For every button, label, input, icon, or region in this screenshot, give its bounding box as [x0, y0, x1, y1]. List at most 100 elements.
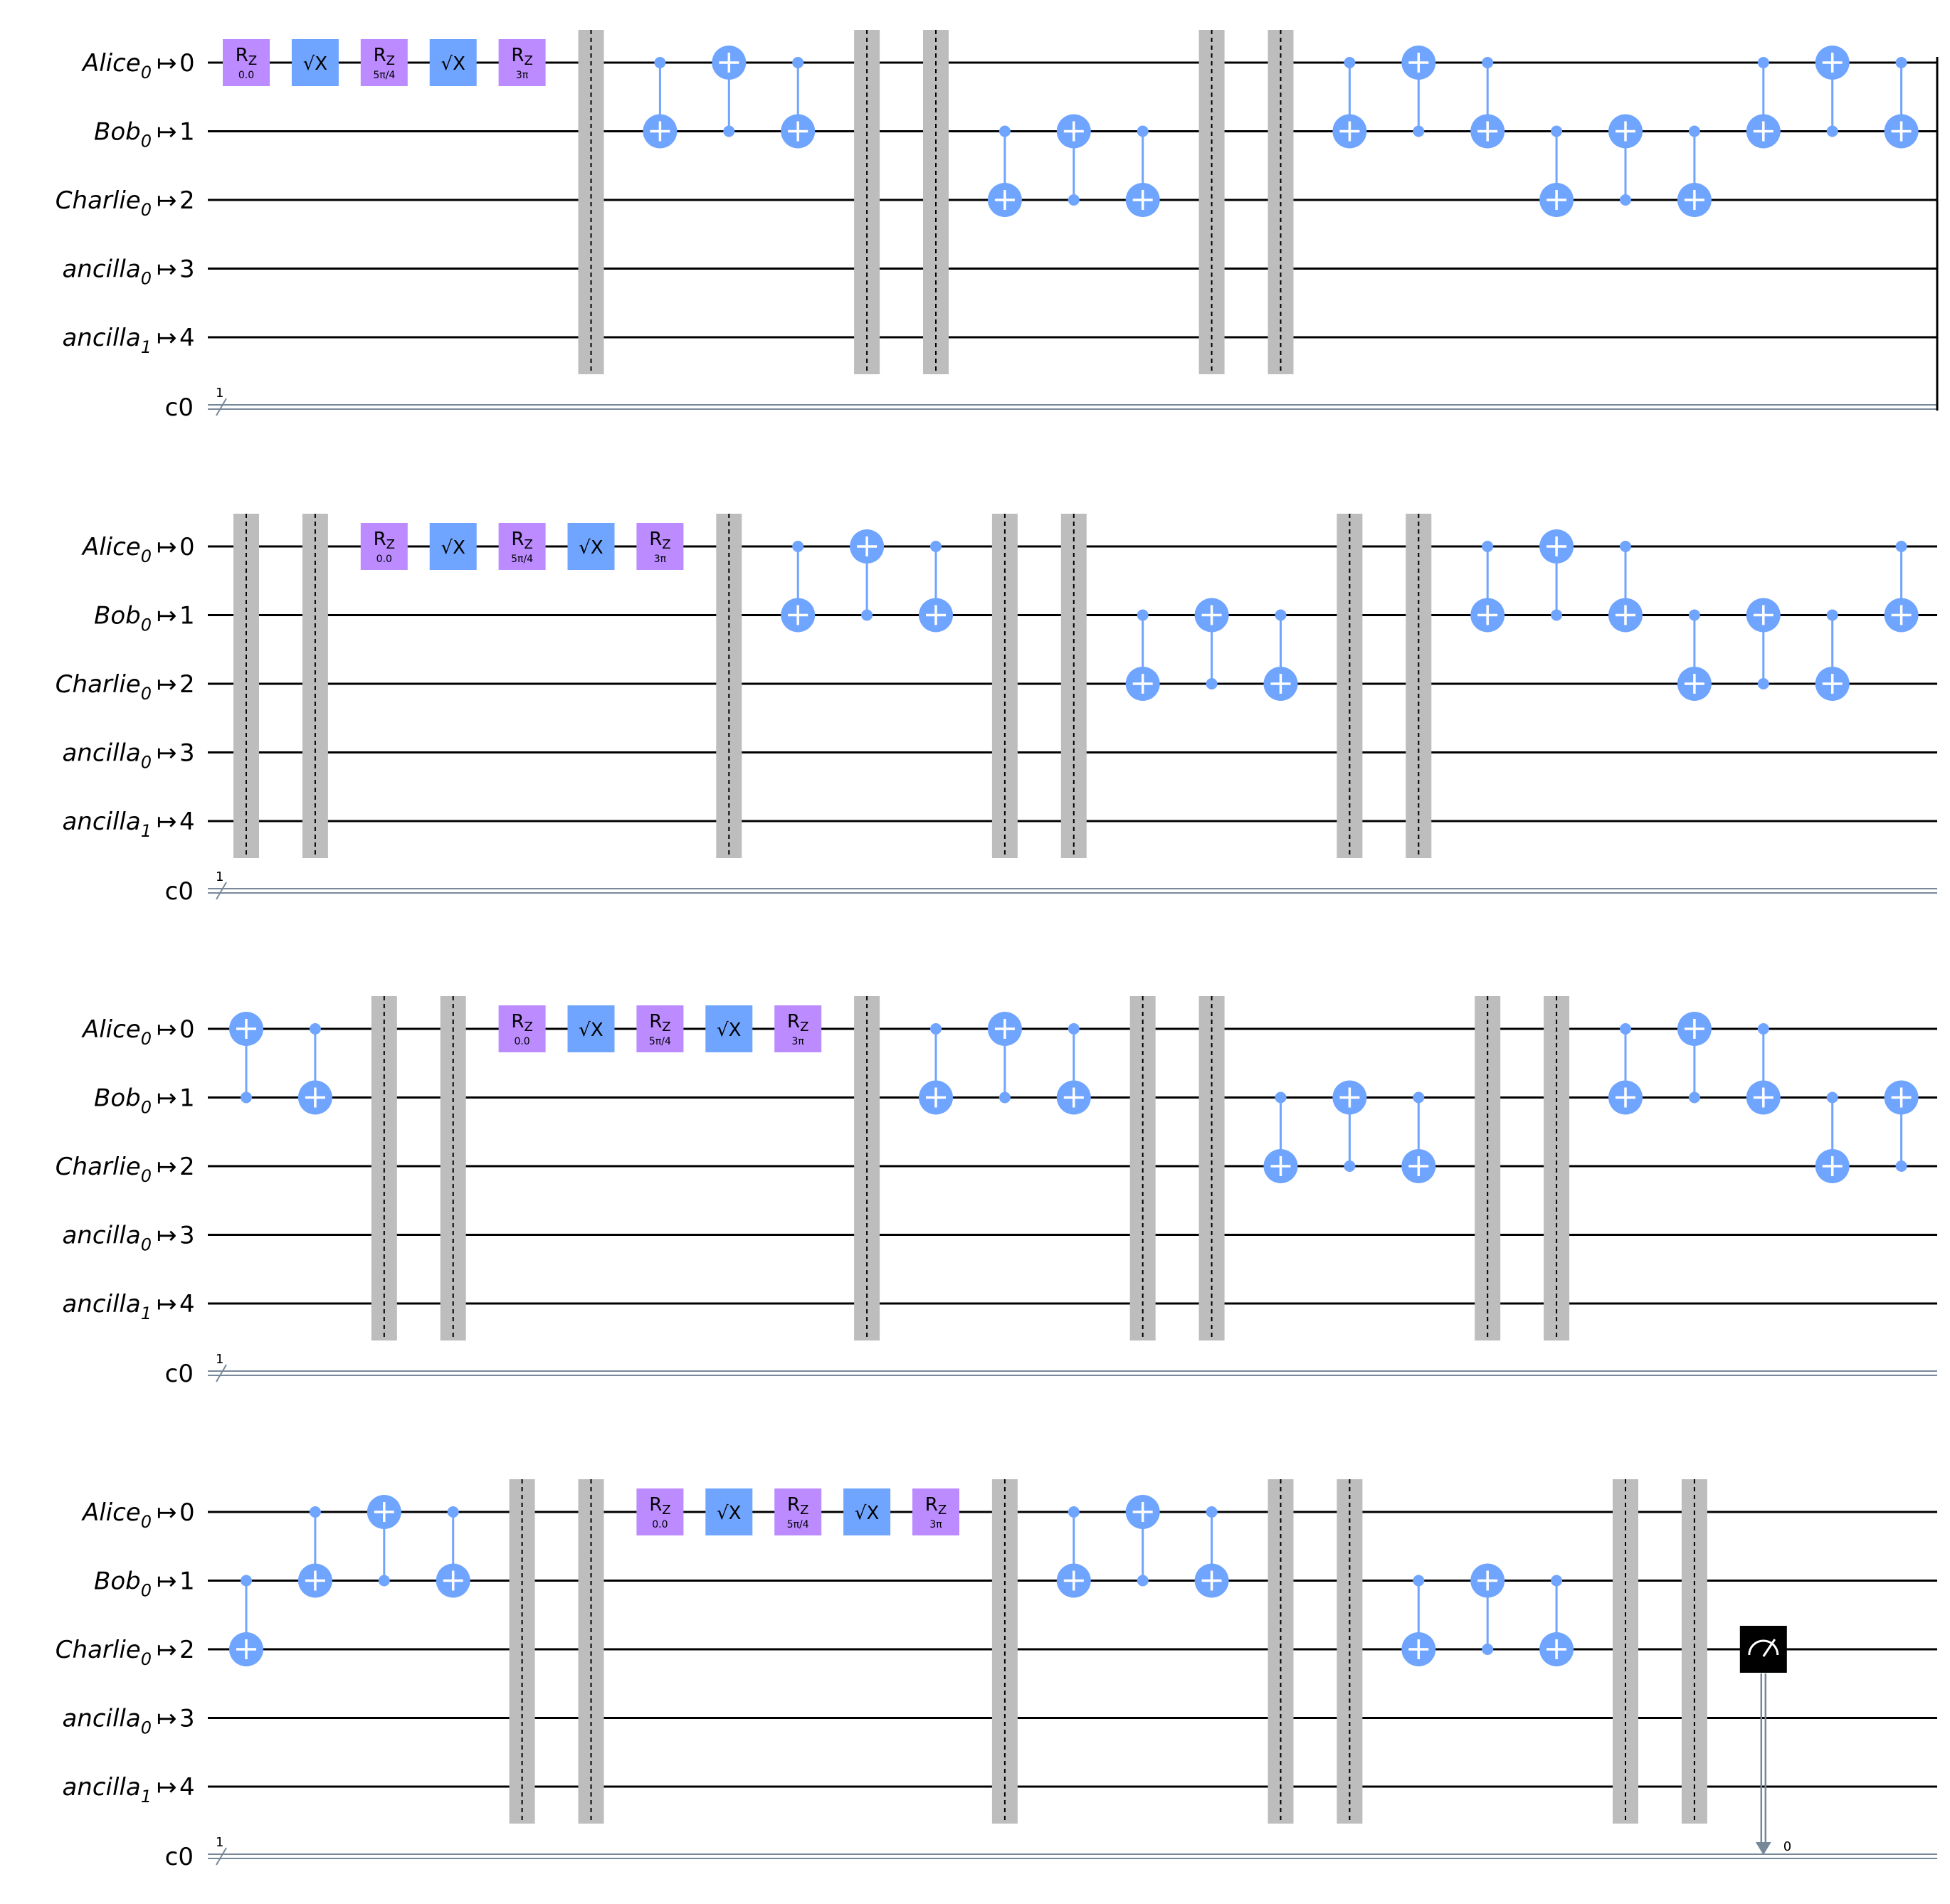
cnot-control-dot — [998, 125, 1011, 137]
rz-gate — [498, 1005, 546, 1052]
cnot-control-dot — [241, 1091, 252, 1104]
rz-gate-label: RZ — [649, 1011, 670, 1035]
wire-label: ancilla1 — [62, 808, 152, 841]
register-slash — [216, 398, 227, 416]
wire-label: ancilla0 — [62, 255, 152, 289]
rz-gate-param: 0.0 — [652, 1519, 668, 1530]
mapsto-arrow: ↦ — [157, 1015, 177, 1044]
cnot-control-dot — [1688, 1091, 1700, 1104]
sx-gate-label: √X — [303, 53, 327, 75]
mapsto-arrow: ↦ — [157, 670, 177, 699]
wire-index: 0 — [179, 533, 195, 561]
rz-gate — [774, 1488, 822, 1535]
classical-register-label: c0 — [165, 1360, 194, 1388]
meter-icon — [1748, 1639, 1779, 1656]
wire-index: 4 — [179, 1290, 195, 1318]
sx-gate-label: √X — [441, 537, 465, 559]
wire-index: 0 — [179, 1015, 195, 1044]
rz-gate-label: RZ — [511, 529, 532, 552]
cnot-control-dot — [1413, 1091, 1425, 1104]
classical-register-label: c0 — [165, 1843, 194, 1871]
classical-register-label: c0 — [165, 393, 194, 422]
rz-gate-label: RZ — [925, 1494, 947, 1518]
rz-gate-label: RZ — [511, 45, 532, 68]
sx-gate-label: √X — [717, 1020, 741, 1041]
wire-index: 3 — [179, 1705, 195, 1733]
wire-index: 3 — [179, 1222, 195, 1250]
rz-gate — [636, 1488, 684, 1535]
cnot-control-dot — [1482, 1644, 1494, 1655]
cnot-control-dot — [1206, 678, 1218, 689]
cnot-control-dot — [1137, 609, 1149, 621]
sx-gate — [843, 1488, 891, 1535]
register-width-label: 1 — [216, 869, 223, 884]
mapsto-arrow: ↦ — [157, 1773, 177, 1802]
wire-index: 1 — [179, 118, 195, 147]
cnot-control-dot — [1620, 194, 1631, 206]
mapsto-arrow: ↦ — [157, 1498, 177, 1527]
rz-gate — [636, 523, 684, 570]
sx-gate-label: √X — [441, 53, 465, 75]
rz-gate-label: RZ — [787, 1011, 808, 1035]
wire-label: Alice0 — [81, 1498, 152, 1532]
cnot-control-dot — [1344, 1160, 1356, 1172]
mapsto-arrow: ↦ — [157, 1567, 177, 1596]
cnot-control-dot — [1206, 1506, 1218, 1518]
register-width-label: 1 — [216, 386, 223, 401]
sx-gate-label: √X — [855, 1503, 879, 1524]
cnot-control-dot — [1068, 1023, 1080, 1035]
register-width-label: 1 — [216, 1835, 223, 1850]
cnot-control-dot — [1551, 125, 1563, 137]
wire-label: Charlie0 — [56, 670, 152, 704]
sx-gate-label: √X — [579, 537, 603, 559]
wire-label: Bob0 — [94, 118, 152, 152]
mapsto-arrow: ↦ — [157, 118, 177, 147]
mapsto-arrow: ↦ — [157, 808, 177, 836]
cnot-control-dot — [1826, 609, 1838, 621]
register-width-label: 1 — [216, 1352, 223, 1367]
rz-gate-label: RZ — [374, 529, 395, 552]
register-slash — [216, 1364, 227, 1382]
wire-label: ancilla0 — [62, 1222, 152, 1255]
cnot-control-dot — [447, 1506, 459, 1518]
wire-index: 4 — [179, 1773, 195, 1802]
cnot-control-dot — [1482, 57, 1494, 68]
cnot-control-dot — [930, 1023, 942, 1035]
rz-gate-label: RZ — [649, 529, 670, 552]
cnot-control-dot — [1826, 1091, 1838, 1104]
cnot-control-dot — [1344, 57, 1356, 68]
cnot-control-dot — [1620, 1023, 1631, 1035]
cnot-control-dot — [998, 1091, 1011, 1104]
cnot-control-dot — [654, 57, 666, 68]
register-slash — [216, 1847, 227, 1866]
mapsto-arrow: ↦ — [157, 1290, 177, 1318]
wire-index: 3 — [179, 255, 195, 284]
cnot-control-dot — [1137, 1575, 1149, 1587]
cnot-control-dot — [1551, 609, 1563, 621]
wire-index: 4 — [179, 808, 195, 836]
cnot-control-dot — [1482, 541, 1494, 552]
cnot-control-dot — [309, 1023, 321, 1035]
cnot-control-dot — [1895, 57, 1907, 68]
mapsto-arrow: ↦ — [157, 602, 177, 630]
wire-label: Alice0 — [81, 49, 152, 83]
cnot-control-dot — [241, 1575, 252, 1587]
rz-gate-label: RZ — [649, 1494, 670, 1518]
measure-arrow — [1755, 1842, 1771, 1855]
sx-gate — [705, 1488, 753, 1535]
mapsto-arrow: ↦ — [157, 533, 177, 561]
cnot-control-dot — [1413, 1575, 1425, 1587]
wire-label: Bob0 — [94, 602, 152, 635]
cnot-control-dot — [1620, 541, 1631, 552]
cnot-control-dot — [378, 1575, 390, 1587]
cnot-control-dot — [1895, 1160, 1907, 1172]
wire-index: 1 — [179, 1567, 195, 1596]
mapsto-arrow: ↦ — [157, 49, 177, 78]
wire-label: ancilla1 — [62, 324, 152, 357]
cnot-control-dot — [792, 541, 804, 552]
wire-label: Alice0 — [81, 533, 152, 566]
wire-label: ancilla1 — [62, 1290, 152, 1323]
